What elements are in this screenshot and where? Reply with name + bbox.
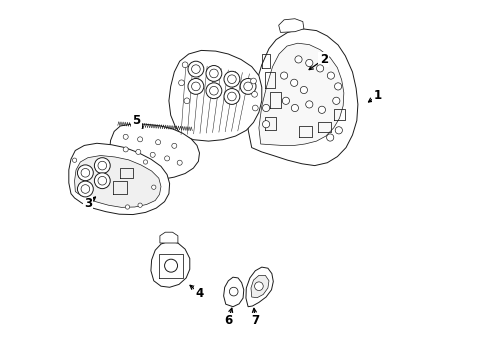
Circle shape (183, 98, 189, 104)
Circle shape (155, 140, 160, 145)
Circle shape (94, 173, 110, 189)
Circle shape (290, 79, 297, 86)
Circle shape (187, 61, 203, 77)
Circle shape (209, 86, 218, 95)
Circle shape (94, 158, 110, 174)
Circle shape (123, 147, 128, 152)
Text: 4: 4 (195, 287, 203, 300)
Circle shape (335, 127, 342, 134)
Circle shape (262, 121, 269, 128)
Text: 2: 2 (319, 53, 327, 66)
Polygon shape (278, 19, 303, 32)
Circle shape (326, 134, 333, 141)
Polygon shape (245, 267, 273, 307)
Text: 3: 3 (83, 197, 92, 210)
Text: 1: 1 (373, 89, 381, 102)
Circle shape (280, 72, 287, 79)
Circle shape (191, 82, 200, 91)
Circle shape (282, 97, 289, 104)
Circle shape (164, 259, 177, 272)
Circle shape (205, 66, 222, 81)
Circle shape (209, 69, 218, 78)
Circle shape (326, 72, 334, 79)
Circle shape (318, 106, 325, 113)
Circle shape (143, 160, 147, 164)
Circle shape (137, 137, 142, 142)
Circle shape (229, 287, 238, 296)
Polygon shape (250, 275, 268, 298)
Circle shape (224, 71, 239, 87)
Circle shape (136, 149, 141, 154)
Circle shape (81, 185, 89, 193)
Circle shape (244, 82, 252, 91)
Circle shape (224, 89, 239, 104)
Circle shape (250, 78, 256, 84)
Circle shape (240, 78, 256, 94)
Circle shape (187, 78, 203, 94)
Circle shape (98, 161, 106, 170)
Circle shape (305, 101, 312, 108)
Circle shape (151, 185, 156, 189)
Text: 7: 7 (251, 314, 259, 327)
Polygon shape (151, 241, 189, 287)
Circle shape (177, 160, 182, 165)
Circle shape (171, 143, 177, 148)
Text: 5: 5 (132, 114, 141, 127)
Circle shape (125, 205, 129, 209)
Text: 6: 6 (224, 314, 232, 327)
Circle shape (178, 80, 184, 86)
Circle shape (332, 97, 339, 104)
Circle shape (123, 134, 128, 139)
Circle shape (81, 168, 89, 177)
Circle shape (77, 181, 93, 197)
Circle shape (227, 92, 236, 101)
Circle shape (334, 83, 341, 90)
Circle shape (72, 158, 77, 162)
Polygon shape (258, 43, 343, 145)
Polygon shape (247, 29, 357, 166)
Circle shape (252, 105, 258, 111)
Circle shape (254, 282, 263, 291)
Circle shape (150, 152, 155, 157)
Polygon shape (160, 232, 178, 243)
Circle shape (98, 176, 106, 185)
Circle shape (291, 104, 298, 112)
Polygon shape (75, 156, 161, 207)
Circle shape (251, 91, 257, 97)
Circle shape (77, 165, 93, 181)
Polygon shape (223, 277, 244, 307)
Circle shape (294, 56, 302, 63)
Circle shape (262, 104, 269, 112)
Circle shape (182, 62, 187, 68)
Circle shape (305, 59, 312, 67)
Circle shape (227, 75, 236, 84)
Circle shape (164, 156, 169, 161)
Polygon shape (168, 50, 261, 141)
Polygon shape (109, 124, 199, 181)
Circle shape (316, 65, 323, 72)
Circle shape (191, 65, 200, 73)
Circle shape (300, 86, 307, 94)
Circle shape (205, 83, 222, 99)
Circle shape (138, 203, 142, 207)
Polygon shape (69, 143, 169, 215)
